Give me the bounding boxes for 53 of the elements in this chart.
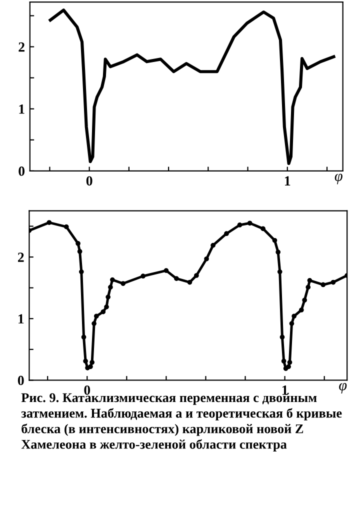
point	[164, 268, 169, 274]
point	[247, 220, 252, 226]
point	[281, 358, 286, 364]
point	[77, 249, 82, 254]
point	[187, 280, 192, 285]
point	[108, 284, 113, 290]
point	[330, 280, 336, 285]
point	[106, 294, 111, 300]
point	[140, 274, 146, 279]
point	[276, 250, 281, 255]
y-tick-label: 0	[18, 166, 25, 176]
point	[174, 276, 179, 282]
point	[224, 231, 229, 236]
point	[78, 269, 84, 274]
point	[90, 360, 95, 365]
point	[237, 222, 242, 228]
point	[277, 269, 282, 274]
point	[298, 308, 304, 312]
point	[286, 364, 291, 370]
point	[289, 321, 294, 326]
point	[272, 238, 278, 243]
point	[81, 334, 86, 340]
point	[46, 220, 52, 225]
point	[260, 226, 266, 232]
text: Рис. 9. Катаклизмическая переменная с двойным затмением. Наблюдаемая а и теоретическая б кривые блеска (в интенсивностях) карликовой новой Z Хамелеона в желто-зеленой области спектра	[21, 392, 342, 452]
y-tick-label: 0	[18, 376, 24, 386]
x-axis-title: φ	[334, 174, 342, 184]
y-tick-label: 2	[18, 42, 24, 52]
y-tick-label: 2	[18, 252, 24, 262]
point	[204, 256, 209, 262]
point	[110, 277, 115, 282]
y-tick-label: 1	[18, 314, 24, 324]
point	[64, 224, 69, 230]
point	[83, 358, 88, 364]
x-axis-title: φ	[339, 383, 347, 394]
point	[194, 273, 199, 278]
point	[302, 298, 308, 303]
line-series	[48, 8, 336, 166]
point	[307, 278, 312, 283]
point	[287, 360, 292, 365]
point	[210, 242, 216, 248]
point	[306, 284, 311, 290]
point	[76, 241, 80, 246]
point	[120, 281, 126, 286]
point	[320, 282, 326, 288]
point	[100, 309, 106, 314]
point	[280, 334, 285, 340]
point	[88, 364, 93, 370]
point	[92, 321, 96, 326]
y-tick-label: 1	[19, 104, 24, 114]
point	[94, 314, 99, 319]
point	[104, 304, 109, 310]
point	[292, 314, 297, 319]
